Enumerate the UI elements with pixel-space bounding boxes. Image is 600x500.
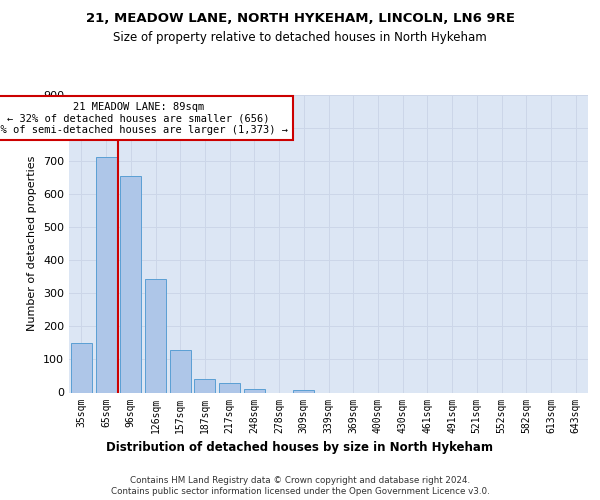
Text: Size of property relative to detached houses in North Hykeham: Size of property relative to detached ho… <box>113 31 487 44</box>
Bar <box>219 383 240 392</box>
Bar <box>194 380 215 392</box>
Text: Contains HM Land Registry data © Crown copyright and database right 2024.: Contains HM Land Registry data © Crown c… <box>130 476 470 485</box>
Text: 21, MEADOW LANE, NORTH HYKEHAM, LINCOLN, LN6 9RE: 21, MEADOW LANE, NORTH HYKEHAM, LINCOLN,… <box>86 12 515 26</box>
Bar <box>95 157 116 392</box>
Bar <box>244 389 265 392</box>
Bar <box>120 176 141 392</box>
Bar <box>293 390 314 392</box>
Text: Contains public sector information licensed under the Open Government Licence v3: Contains public sector information licen… <box>110 488 490 496</box>
Y-axis label: Number of detached properties: Number of detached properties <box>28 156 37 332</box>
Bar <box>71 343 92 392</box>
Text: 21 MEADOW LANE: 89sqm
← 32% of detached houses are smaller (656)
67% of semi-det: 21 MEADOW LANE: 89sqm ← 32% of detached … <box>0 102 288 135</box>
Bar <box>145 279 166 392</box>
Bar <box>170 350 191 393</box>
Text: Distribution of detached houses by size in North Hykeham: Distribution of detached houses by size … <box>107 441 493 454</box>
